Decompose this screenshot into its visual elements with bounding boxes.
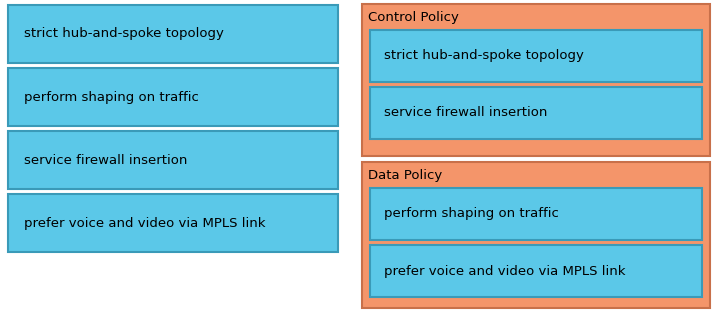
Text: prefer voice and video via MPLS link: prefer voice and video via MPLS link — [24, 216, 265, 230]
Text: prefer voice and video via MPLS link: prefer voice and video via MPLS link — [384, 264, 625, 278]
Text: strict hub-and-spoke topology: strict hub-and-spoke topology — [24, 28, 224, 41]
Text: service firewall insertion: service firewall insertion — [384, 106, 547, 120]
FancyBboxPatch shape — [370, 188, 702, 240]
Text: perform shaping on traffic: perform shaping on traffic — [24, 90, 199, 104]
FancyBboxPatch shape — [8, 68, 338, 126]
FancyBboxPatch shape — [370, 245, 702, 297]
FancyBboxPatch shape — [8, 194, 338, 252]
FancyBboxPatch shape — [8, 5, 338, 63]
FancyBboxPatch shape — [370, 30, 702, 82]
Text: Data Policy: Data Policy — [368, 169, 442, 181]
Text: Control Policy: Control Policy — [368, 10, 459, 24]
Text: strict hub-and-spoke topology: strict hub-and-spoke topology — [384, 50, 584, 62]
FancyBboxPatch shape — [370, 87, 702, 139]
Text: perform shaping on traffic: perform shaping on traffic — [384, 208, 559, 220]
FancyBboxPatch shape — [8, 131, 338, 189]
FancyBboxPatch shape — [362, 4, 710, 156]
Text: service firewall insertion: service firewall insertion — [24, 154, 187, 166]
FancyBboxPatch shape — [362, 162, 710, 308]
